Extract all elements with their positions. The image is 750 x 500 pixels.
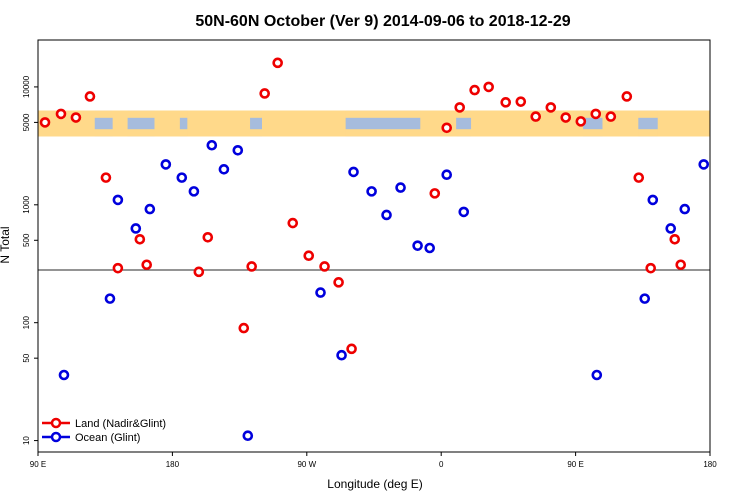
map-band-land-top bbox=[38, 110, 710, 118]
land-point-33 bbox=[633, 172, 645, 183]
x-tick-label-2: 90 W bbox=[297, 460, 316, 469]
chart-title: 50N-60N October (Ver 9) 2014-09-06 to 20… bbox=[195, 13, 570, 30]
ocean-point-6 bbox=[176, 172, 188, 183]
land-point-22 bbox=[469, 84, 480, 96]
land-point-12 bbox=[259, 88, 270, 99]
land-point-36 bbox=[675, 259, 687, 271]
land-point-1 bbox=[55, 108, 67, 120]
x-tick-label-4: 90 E bbox=[567, 460, 583, 469]
x-axis-label: Longitude (deg E) bbox=[327, 477, 422, 491]
ocean-point-10 bbox=[232, 144, 244, 156]
ocean-point-27 bbox=[698, 159, 710, 170]
land-point-5 bbox=[112, 262, 124, 274]
map-land-shape-3 bbox=[187, 110, 251, 137]
land-point-26 bbox=[530, 111, 542, 122]
legend-label-ocean: Ocean (Glint) bbox=[75, 432, 140, 444]
y-tick-label-2: 100 bbox=[22, 315, 31, 329]
map-band-land-shapes bbox=[38, 110, 710, 137]
land-point-0 bbox=[39, 117, 51, 128]
ocean-point-3 bbox=[130, 223, 142, 234]
ocean-point-4 bbox=[144, 203, 156, 215]
ocean-point-9 bbox=[218, 164, 230, 175]
land-point-13 bbox=[272, 57, 283, 69]
legend-label-land: Land (Nadir&Glint) bbox=[75, 418, 166, 430]
map-band-land-bottom bbox=[38, 129, 710, 137]
land-point-29 bbox=[575, 116, 587, 127]
x-tick-label-0: 90 E bbox=[30, 460, 46, 469]
land-point-19 bbox=[429, 188, 441, 199]
y-tick-label-4: 1000 bbox=[22, 195, 31, 213]
land-point-10 bbox=[238, 322, 250, 334]
y-tick-label-5: 5000 bbox=[22, 113, 31, 131]
land-point-25 bbox=[515, 96, 527, 107]
ocean-point-14 bbox=[348, 166, 359, 178]
ocean-point-5 bbox=[160, 159, 172, 170]
ocean-point-15 bbox=[366, 186, 377, 197]
ocean-point-12 bbox=[315, 287, 326, 298]
ocean-point-22 bbox=[591, 369, 603, 381]
land-point-24 bbox=[500, 97, 512, 108]
y-tick-label-0: 10 bbox=[22, 436, 31, 445]
ocean-point-1 bbox=[104, 293, 116, 304]
ocean-point-19 bbox=[424, 242, 436, 254]
land-point-9 bbox=[202, 232, 214, 243]
x-tick-label-3: 0 bbox=[439, 460, 444, 469]
x-tick-label-1: 180 bbox=[166, 460, 180, 469]
y-axis-label: N Total bbox=[0, 226, 12, 263]
land-point-28 bbox=[560, 112, 572, 123]
ocean-point-2 bbox=[112, 194, 124, 206]
x-tick-label-5: 180 bbox=[703, 460, 717, 469]
ocean-point-0 bbox=[58, 369, 70, 381]
map-land-shape-8 bbox=[657, 110, 710, 137]
land-point-16 bbox=[319, 261, 330, 272]
land-point-7 bbox=[141, 259, 153, 271]
land-point-18 bbox=[346, 343, 357, 355]
land-point-21 bbox=[454, 102, 466, 113]
ocean-point-11 bbox=[242, 430, 254, 441]
ocean-point-26 bbox=[679, 203, 691, 215]
map-land-shape-4 bbox=[262, 110, 346, 137]
land-point-20 bbox=[441, 122, 453, 134]
legend-marker-land bbox=[50, 417, 62, 429]
map-land-shape-2 bbox=[154, 110, 180, 137]
land-point-31 bbox=[605, 111, 617, 122]
ocean-point-18 bbox=[412, 240, 423, 251]
land-point-30 bbox=[590, 108, 602, 120]
ocean-point-21 bbox=[458, 206, 470, 218]
ocean-point-8 bbox=[206, 139, 218, 151]
land-point-34 bbox=[645, 262, 657, 274]
ocean-point-7 bbox=[188, 186, 200, 197]
ocean-point-17 bbox=[395, 182, 406, 193]
legend: Land (Nadir&Glint) Ocean (Glint) bbox=[42, 417, 166, 444]
ocean-point-24 bbox=[647, 194, 659, 206]
land-point-4 bbox=[100, 172, 112, 183]
land-point-3 bbox=[84, 91, 96, 102]
land-point-27 bbox=[545, 102, 557, 113]
land-point-6 bbox=[134, 233, 146, 245]
ocean-point-25 bbox=[665, 223, 677, 234]
y-tick-label-3: 500 bbox=[22, 233, 31, 247]
map-land-shape-5 bbox=[420, 110, 457, 137]
ocean-point-16 bbox=[381, 209, 392, 221]
ocean-point-13 bbox=[336, 349, 347, 361]
legend-marker-ocean bbox=[50, 431, 62, 443]
plot-frame bbox=[37, 39, 711, 453]
y-tick-label-6: 10000 bbox=[22, 75, 31, 98]
land-point-11 bbox=[246, 261, 257, 272]
map-land-shape-1 bbox=[112, 110, 128, 137]
land-point-2 bbox=[70, 112, 82, 123]
data-points bbox=[39, 57, 710, 441]
land-point-35 bbox=[669, 233, 681, 245]
land-point-14 bbox=[287, 217, 299, 229]
ocean-point-20 bbox=[441, 169, 453, 181]
y-tick-label-1: 50 bbox=[22, 353, 31, 362]
land-point-17 bbox=[333, 277, 344, 288]
ocean-point-23 bbox=[639, 293, 651, 304]
land-point-32 bbox=[621, 91, 633, 102]
land-point-15 bbox=[303, 250, 315, 262]
land-point-23 bbox=[483, 81, 494, 93]
land-point-8 bbox=[193, 266, 205, 278]
axis-ticks: 90 E 180 90 W 0 90 E 180 10 50 100 500 1000 5000 100… bbox=[22, 75, 717, 469]
